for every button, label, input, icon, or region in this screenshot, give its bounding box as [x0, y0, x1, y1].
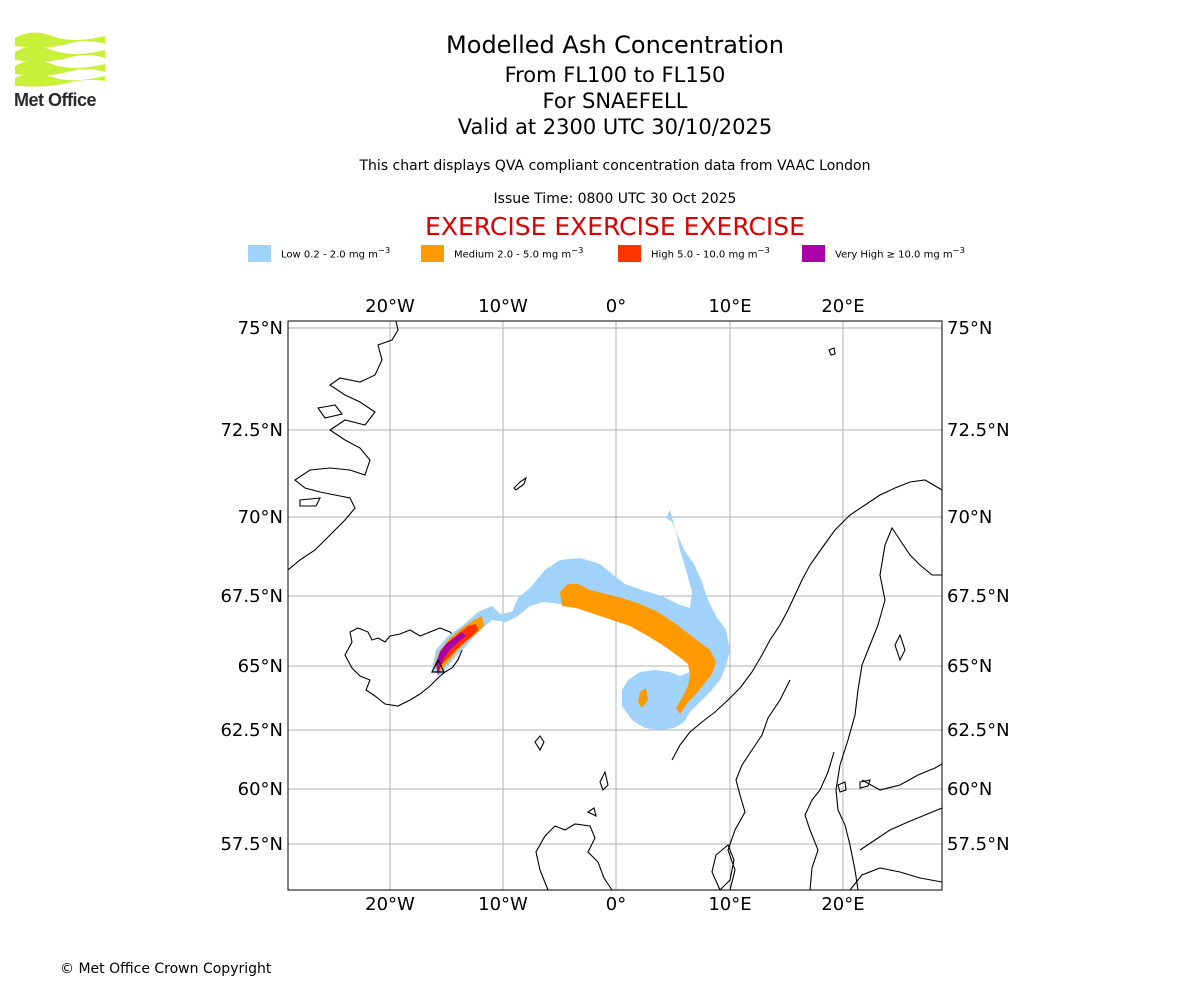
- lat-label: 72.5°N: [220, 420, 283, 441]
- lat-label: 67.5°N: [220, 586, 283, 607]
- lat-label: 62.5°N: [220, 720, 283, 741]
- logo-text: Met Office: [14, 90, 97, 110]
- flight-levels: From FL100 to FL150: [504, 63, 726, 87]
- lon-label: 0°: [606, 894, 626, 915]
- lat-label: 57.5°N: [220, 834, 283, 855]
- scotland-coast: [535, 823, 613, 890]
- lat-label: 70°N: [238, 507, 283, 528]
- legend-swatch-medium: [421, 244, 444, 262]
- legend-label-low: Low 0.2 - 2.0 mg m: [281, 249, 378, 261]
- lat-labels-right: 75°N 72.5°N 70°N 67.5°N 65°N 62.5°N 60°N…: [947, 318, 1010, 855]
- lat-label: 65°N: [238, 656, 283, 677]
- legend: Low 0.2 - 2.0 mg m−3 Medium 2.0 - 5.0 mg…: [0, 243, 1200, 265]
- legend-swatch-high: [618, 244, 641, 262]
- lon-labels-bottom: 20°W 10°W 0° 10°E 20°E: [365, 894, 864, 915]
- title-block: Modelled Ash Concentration From FL100 to…: [0, 28, 1200, 140]
- legend-item-medium: Medium 2.0 - 5.0 mg m−3: [421, 243, 583, 263]
- lat-label: 75°N: [947, 318, 992, 339]
- lat-label: 70°N: [947, 507, 992, 528]
- lon-label: 0°: [606, 296, 626, 317]
- legend-item-low: Low 0.2 - 2.0 mg m−3: [248, 243, 390, 263]
- lat-label: 65°N: [947, 656, 992, 677]
- lat-label: 60°N: [947, 779, 992, 800]
- met-office-logo: [15, 32, 105, 87]
- lon-labels-top: 20°W 10°W 0° 10°E 20°E: [365, 296, 864, 317]
- legend-item-high: High 5.0 - 10.0 mg m−3: [618, 243, 770, 263]
- lat-label: 57.5°N: [947, 834, 1010, 855]
- copyright: © Met Office Crown Copyright: [60, 961, 272, 977]
- lon-label: 20°W: [365, 296, 415, 317]
- issue-time: Issue Time: 0800 UTC 30 Oct 2025: [493, 191, 737, 207]
- map-frame: [287, 320, 943, 891]
- volcano-name: For SNAEFELL: [542, 89, 688, 113]
- lon-label: 20°W: [365, 894, 415, 915]
- description: This chart displays QVA compliant concen…: [359, 158, 871, 174]
- greenland-coast: [288, 321, 399, 571]
- lat-label: 72.5°N: [947, 420, 1010, 441]
- exercise-banner: EXERCISE EXERCISE EXERCISE: [425, 212, 805, 241]
- legend-label-medium: Medium 2.0 - 5.0 mg m: [454, 249, 572, 261]
- lon-label: 20°E: [821, 296, 864, 317]
- ash-high: [436, 624, 478, 670]
- lon-label: 10°W: [478, 296, 528, 317]
- legend-item-very-high: Very High ≥ 10.0 mg m−3: [802, 243, 965, 263]
- ash-low: [432, 510, 730, 730]
- lon-label: 10°W: [478, 894, 528, 915]
- lon-label: 20°E: [821, 894, 864, 915]
- legend-label-very-high: Very High ≥ 10.0 mg m: [835, 249, 953, 261]
- lon-label: 10°E: [708, 894, 751, 915]
- valid-time: Valid at 2300 UTC 30/10/2025: [457, 115, 773, 139]
- coastlines: [288, 321, 942, 890]
- legend-swatch-low: [248, 244, 271, 262]
- scandinavia-coast: [671, 479, 942, 890]
- lat-label: 67.5°N: [947, 586, 1010, 607]
- lat-label: 60°N: [238, 779, 283, 800]
- jan-mayen: [513, 476, 528, 491]
- legend-swatch-very-high: [802, 244, 825, 262]
- volcano-triangle-icon: [431, 658, 445, 673]
- lat-label: 75°N: [238, 318, 283, 339]
- lon-label: 10°E: [708, 296, 751, 317]
- lat-label: 62.5°N: [947, 720, 1010, 741]
- legend-label-high: High 5.0 - 10.0 mg m: [651, 249, 758, 261]
- lat-labels-left: 75°N 72.5°N 70°N 67.5°N 65°N 62.5°N 60°N…: [220, 318, 283, 855]
- chart-title: Modelled Ash Concentration: [446, 31, 784, 59]
